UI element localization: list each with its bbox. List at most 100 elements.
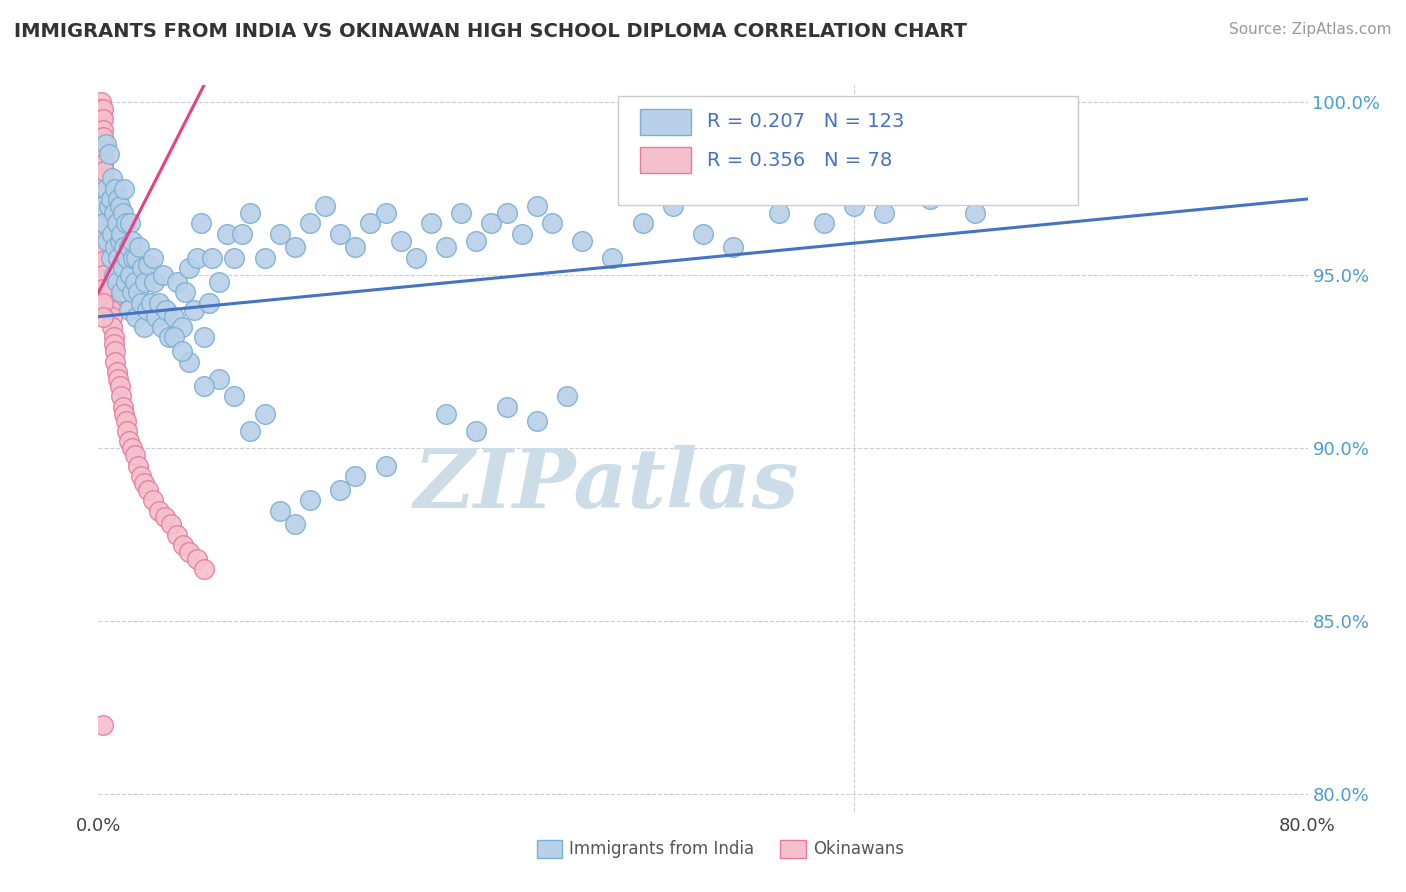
Point (813, 216, 835, 230)
Point (96, 240, 118, 254)
Point (142, 251, 165, 265)
Point (98, 268, 121, 282)
Point (148, 295, 170, 310)
Point (103, 337, 125, 351)
Point (160, 517, 183, 532)
Point (90, 102, 112, 116)
Point (111, 400, 134, 414)
Point (526, 199, 548, 213)
Point (208, 372, 231, 386)
Point (179, 261, 201, 276)
Point (145, 310, 167, 324)
Point (91, 171, 114, 186)
Point (121, 234, 143, 248)
Point (153, 510, 176, 524)
Point (91, 295, 114, 310)
Point (103, 330, 125, 344)
Point (91, 268, 114, 282)
Point (91, 254, 114, 268)
Point (91, 282, 114, 296)
Point (93, 216, 115, 230)
Point (239, 424, 262, 438)
Point (163, 330, 186, 344)
Point (127, 458, 149, 473)
Point (118, 434, 141, 449)
Point (114, 413, 136, 427)
Point (186, 251, 208, 265)
Point (602, 251, 624, 265)
Point (91, 199, 114, 213)
Point (159, 330, 181, 344)
Point (172, 538, 194, 552)
Point (124, 275, 146, 289)
Point (115, 424, 138, 438)
Point (132, 320, 155, 334)
Point (405, 251, 427, 265)
Point (96, 234, 118, 248)
Point (170, 320, 193, 334)
Point (91, 136, 114, 151)
FancyBboxPatch shape (640, 109, 690, 135)
Bar (780, 840, 806, 858)
Point (91, 122, 114, 136)
Point (105, 365, 128, 379)
Bar (537, 840, 562, 858)
Point (98, 285, 121, 300)
Point (94, 234, 117, 248)
Text: Okinawans: Okinawans (813, 840, 904, 858)
Point (91, 718, 114, 732)
Point (844, 199, 866, 213)
Point (91, 112, 114, 127)
Point (136, 258, 159, 272)
Point (98, 275, 121, 289)
Point (965, 206, 987, 220)
Point (93, 181, 115, 195)
Point (96, 261, 118, 276)
Point (108, 199, 131, 213)
Point (155, 302, 177, 317)
Text: R = 0.356   N = 78: R = 0.356 N = 78 (707, 151, 891, 169)
Point (91, 310, 114, 324)
FancyBboxPatch shape (619, 95, 1078, 204)
Point (344, 469, 367, 483)
Point (299, 493, 322, 508)
Point (94, 206, 117, 220)
Point (239, 206, 262, 220)
Point (128, 240, 150, 254)
Point (360, 216, 382, 230)
Point (344, 240, 367, 254)
Point (224, 251, 246, 265)
Point (105, 275, 128, 289)
Point (91, 227, 114, 241)
Point (91, 240, 114, 254)
Point (143, 275, 166, 289)
Point (100, 251, 122, 265)
Point (150, 320, 173, 334)
Point (93, 206, 115, 220)
Text: IMMIGRANTS FROM INDIA VS OKINAWAN HIGH SCHOOL DIPLOMA CORRELATION CHART: IMMIGRANTS FROM INDIA VS OKINAWAN HIGH S… (14, 22, 967, 41)
Point (90, 95, 112, 109)
Point (135, 302, 157, 317)
Point (101, 320, 124, 334)
Point (108, 379, 131, 393)
Point (118, 302, 141, 317)
Point (215, 227, 238, 241)
Point (389, 234, 412, 248)
Text: Immigrants from India: Immigrants from India (569, 840, 755, 858)
Point (121, 285, 143, 300)
Point (190, 216, 212, 230)
Point (132, 475, 155, 490)
Point (91, 144, 114, 158)
Point (112, 181, 135, 195)
Point (193, 562, 215, 576)
Point (481, 216, 503, 230)
Point (112, 407, 135, 421)
Point (329, 483, 352, 497)
Point (91, 185, 114, 199)
Point (100, 192, 122, 206)
Point (186, 552, 208, 566)
Point (284, 240, 307, 254)
Point (125, 310, 148, 324)
Point (93, 164, 115, 178)
Point (104, 240, 127, 254)
